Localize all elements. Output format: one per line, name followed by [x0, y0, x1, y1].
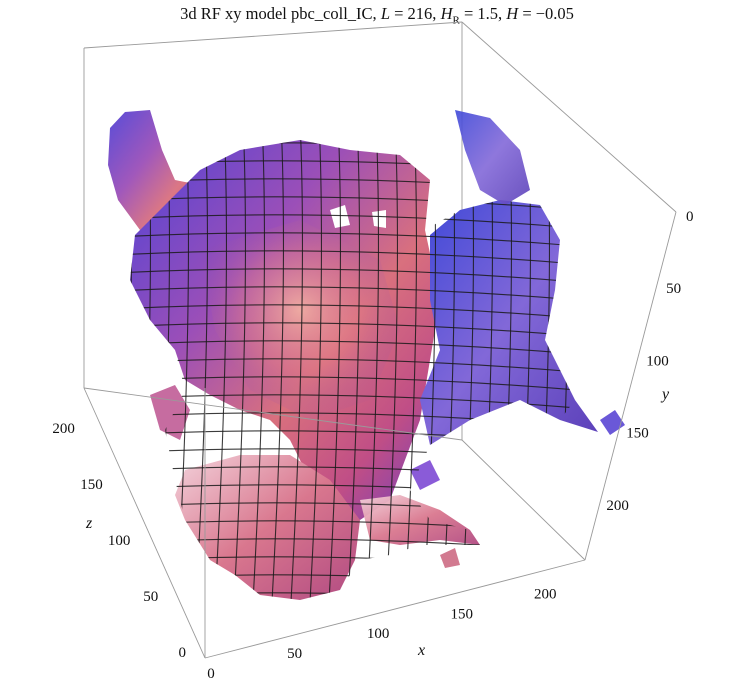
z-tick-label: 50 [143, 589, 158, 605]
y-tick-label: 0 [686, 209, 694, 225]
y-tick-label: 150 [626, 426, 649, 442]
x-axis-label: x [417, 642, 425, 659]
mesh-line [130, 304, 575, 321]
mesh-line [232, 140, 247, 600]
z-tick-label: 100 [108, 533, 131, 549]
z-axis-label: z [85, 515, 93, 532]
mesh-line [384, 140, 399, 600]
axis-ticks: 0 50 100 150 200 0 50 100 150 200 0 50 100 150 200 [52, 209, 693, 681]
chart-title: 3d RF xy model pbc_coll_IC, L = 216, HR … [180, 4, 574, 27]
y-axis-label: y [660, 386, 670, 403]
mesh-line [346, 140, 361, 600]
mesh-line [130, 286, 575, 303]
mesh-line [130, 268, 575, 285]
mesh-line [130, 140, 575, 141]
y-tick-label: 200 [606, 498, 629, 514]
mesh-line [327, 140, 342, 600]
x-tick-label: 200 [534, 586, 557, 602]
y-tick-label: 50 [666, 281, 681, 297]
mesh-line [130, 250, 575, 267]
y-tick-label: 100 [646, 353, 669, 369]
mesh-line [251, 140, 266, 600]
mesh-line [403, 140, 418, 600]
z-tick-label: 0 [179, 645, 187, 661]
mesh-line [130, 214, 575, 231]
mesh-line [130, 232, 575, 249]
mesh-line [365, 140, 380, 600]
mesh-line [130, 322, 575, 339]
mesh-line [270, 140, 285, 600]
x-tick-label: 0 [207, 666, 215, 681]
x-tick-label: 50 [287, 646, 302, 662]
mesh-line [308, 140, 323, 600]
mesh-line [289, 140, 304, 600]
x-tick-label: 150 [450, 606, 473, 622]
mesh-line [130, 592, 575, 600]
mesh-line [100, 611, 600, 626]
mesh-line [194, 140, 209, 600]
x-tick-label: 100 [367, 626, 390, 642]
z-tick-label: 150 [80, 477, 103, 493]
bounding-box-front [83, 211, 677, 659]
isosurface [108, 110, 625, 600]
z-tick-label: 200 [52, 421, 75, 437]
mesh-line [130, 574, 575, 591]
mesh-line [213, 140, 228, 600]
mesh-line [574, 140, 575, 600]
